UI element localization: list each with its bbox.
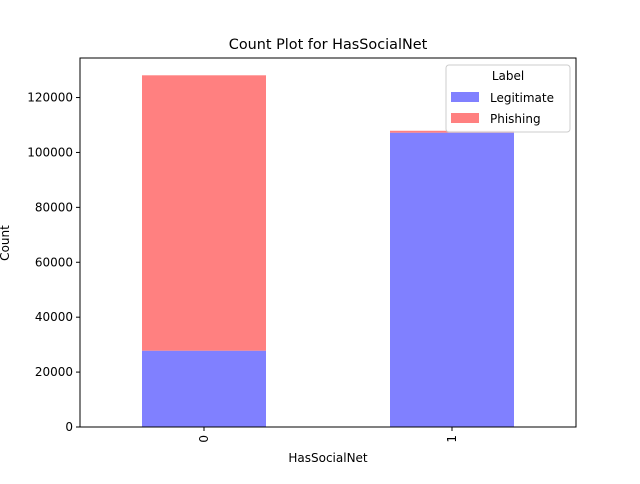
- legend-label-phishing: Phishing: [490, 112, 541, 126]
- y-tick-label: 80000: [35, 200, 73, 214]
- y-axis-label: Count: [0, 225, 12, 261]
- bars-group: [142, 75, 514, 427]
- legend-title: Label: [492, 69, 524, 83]
- bar-phishing-0: [142, 75, 266, 351]
- x-axis-label: HasSocialNet: [288, 451, 368, 465]
- x-tick-label: 0: [197, 435, 211, 443]
- bar-legitimate-0: [142, 350, 266, 427]
- legend-swatch-legitimate: [451, 92, 479, 102]
- y-tick-label: 120000: [27, 91, 73, 105]
- y-tick-label: 0: [65, 420, 73, 434]
- chart-title: Count Plot for HasSocialNet: [229, 37, 428, 53]
- legend-swatch-phishing: [451, 113, 479, 123]
- y-axis-ticks: 0 20000 40000 60000 80000 100000 120000: [27, 91, 80, 434]
- legend-label-legitimate: Legitimate: [490, 91, 554, 105]
- plot-frame: [79, 57, 577, 428]
- y-tick-label: 20000: [35, 365, 73, 379]
- y-tick-label: 100000: [27, 145, 73, 159]
- y-tick-label: 40000: [35, 310, 73, 324]
- bar-legitimate-1: [390, 132, 514, 427]
- legend: Label Legitimate Phishing: [445, 64, 571, 133]
- y-tick-label: 60000: [35, 255, 73, 269]
- x-tick-label: 1: [445, 435, 459, 443]
